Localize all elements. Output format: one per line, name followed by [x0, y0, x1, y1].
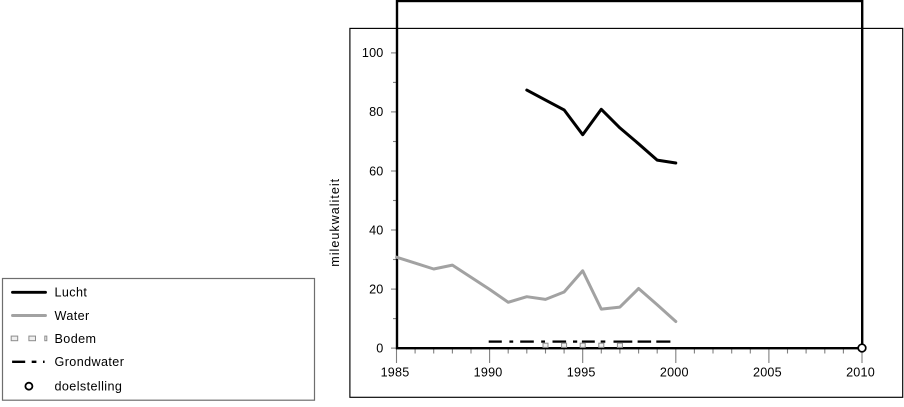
svg-text:Water: Water [55, 309, 90, 323]
svg-text:20: 20 [369, 282, 383, 296]
svg-text:1995: 1995 [567, 366, 596, 380]
svg-text:1990: 1990 [474, 366, 503, 380]
svg-text:2005: 2005 [753, 366, 782, 380]
svg-text:0: 0 [376, 341, 383, 355]
svg-text:80: 80 [369, 105, 383, 119]
svg-text:2010: 2010 [846, 366, 875, 380]
svg-text:1985: 1985 [381, 366, 410, 380]
svg-text:doelstelling: doelstelling [55, 380, 123, 394]
svg-text:2000: 2000 [660, 366, 689, 380]
svg-text:mileukwaliteit: mileukwaliteit [328, 178, 342, 267]
svg-text:Grondwater: Grondwater [55, 355, 125, 369]
svg-text:100: 100 [362, 46, 384, 60]
svg-text:40: 40 [369, 223, 383, 237]
svg-text:60: 60 [369, 164, 383, 178]
svg-text:Bodem: Bodem [55, 332, 97, 346]
svg-text:Lucht: Lucht [55, 286, 88, 300]
